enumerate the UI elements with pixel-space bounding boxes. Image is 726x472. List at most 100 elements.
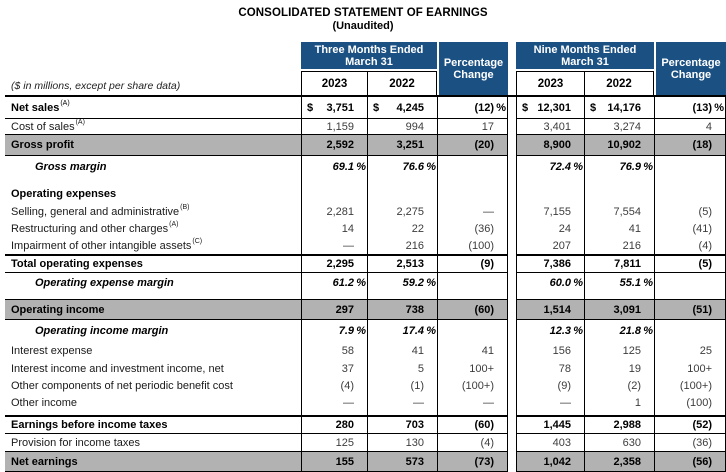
table-row: Gross profit 2,592 3,251 (20) 8,900 10,902 (18…	[5, 135, 726, 156]
value: 156	[552, 344, 571, 357]
table-row: Interest expense 58 41 41 156 125 25	[5, 341, 726, 360]
value-cell: 207	[516, 237, 584, 254]
value: (100+)	[679, 379, 712, 392]
value: 3,751	[326, 101, 354, 114]
value-cell: 216	[584, 237, 654, 254]
value: 69.1	[332, 160, 354, 173]
value: 2,281	[326, 205, 354, 218]
value-cell: 2,275	[367, 203, 437, 220]
value: (100)	[468, 239, 494, 252]
percent-unit: %	[573, 277, 583, 289]
group-gap	[508, 254, 516, 273]
value: —	[343, 396, 354, 409]
value: 2,358	[613, 455, 641, 468]
value: 4	[705, 120, 712, 133]
group-gap	[508, 135, 516, 156]
value-cell: 22	[367, 220, 437, 237]
value-cell	[367, 411, 437, 415]
value: (5)	[698, 205, 712, 218]
row-label: Operating income	[5, 299, 301, 320]
row-label: Net earnings	[5, 451, 301, 472]
value-cell: 703	[367, 415, 437, 434]
value: (1)	[410, 379, 424, 392]
value: 25	[699, 344, 712, 357]
percent-unit: %	[573, 324, 583, 337]
col-header-year-2023-q: 2023	[301, 71, 367, 95]
row-label: Other income	[11, 396, 78, 409]
value-cell: (1)	[367, 377, 437, 394]
value: (13)	[692, 101, 712, 114]
value: 41	[628, 222, 641, 235]
value-cell: 2,295	[301, 254, 367, 273]
value: (51)	[692, 303, 712, 316]
table-row: Selling, general and administrative (B) 2,…	[5, 203, 726, 220]
value-cell: —	[367, 394, 437, 411]
value-cell	[437, 411, 508, 415]
value-cell: 78	[516, 360, 584, 377]
value: 3,401	[543, 120, 571, 133]
value: (52)	[692, 419, 712, 431]
value-cell: $3,751	[301, 97, 367, 119]
value: 2,295	[326, 258, 354, 270]
value: 5	[417, 362, 424, 375]
value-cell	[301, 293, 367, 299]
value-cell: (4)	[301, 377, 367, 394]
value-cell: 5	[367, 360, 437, 377]
value: 100+	[687, 362, 712, 375]
value-cell: 37	[301, 360, 367, 377]
value-cell: —	[301, 237, 367, 254]
value-cell: 10,902	[584, 135, 654, 156]
value: 1,042	[543, 455, 571, 468]
value: 3,274	[613, 120, 641, 133]
value: 7,554	[613, 205, 641, 218]
value: 37	[341, 362, 354, 375]
value-cell: 7,155	[516, 203, 584, 220]
value-cell: 17	[437, 119, 508, 135]
group-gap	[508, 293, 516, 299]
value-cell: 25	[654, 341, 726, 360]
value: 1,445	[543, 419, 571, 431]
value-cell: 1,445	[516, 415, 584, 434]
value: 216	[405, 239, 424, 252]
row-label: Operating expenses	[11, 187, 117, 200]
value: 7,811	[614, 258, 641, 270]
value-cell	[584, 184, 654, 203]
value-cell: (51)	[654, 299, 726, 320]
value: (2)	[627, 379, 641, 392]
value-cell: 2,358	[584, 451, 654, 472]
value-cell	[301, 184, 367, 203]
col-header-year-2022-q: 2022	[367, 71, 437, 95]
row-label: Cost of sales (A)	[5, 119, 301, 135]
value: 78	[558, 362, 571, 375]
value: 2,275	[396, 205, 424, 218]
value-cell: 76.9%	[584, 156, 654, 177]
value: 41	[411, 344, 424, 357]
value-cell: 297	[301, 299, 367, 320]
value: (36)	[692, 436, 712, 449]
value: 207	[552, 239, 571, 252]
value-cell: 3,091	[584, 299, 654, 320]
row-label: Net sales (A)	[5, 97, 301, 119]
value-cell: 1,042	[516, 451, 584, 472]
value-cell: (52)	[654, 415, 726, 434]
value-cell: 17.4%	[367, 320, 437, 341]
value-cell: 21.8%	[584, 320, 654, 341]
value-cell: 7.9%	[301, 320, 367, 341]
value-cell	[437, 293, 508, 299]
document-title-block: CONSOLIDATED STATEMENT OF EARNINGS (Unau…	[0, 0, 726, 33]
value: 19	[628, 362, 641, 375]
value: 17.4	[402, 324, 424, 337]
value-cell: —	[516, 394, 584, 411]
col-group-three-months: Three Months Ended March 31	[301, 42, 437, 69]
percent-unit: %	[426, 160, 436, 173]
row-label: Interest expense	[11, 344, 93, 357]
value: (4)	[698, 239, 712, 252]
value-cell: 7,811	[584, 254, 654, 273]
value-cell: 58	[301, 341, 367, 360]
value: (100)	[686, 396, 712, 409]
percent-unit: %	[496, 101, 506, 114]
value: 130	[405, 436, 424, 449]
value: 1,514	[543, 303, 571, 316]
value-cell	[301, 411, 367, 415]
percent-unit: %	[573, 160, 583, 173]
